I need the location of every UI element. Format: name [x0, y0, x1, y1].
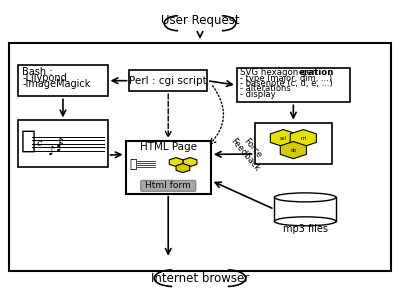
Polygon shape: [290, 130, 316, 147]
Bar: [274, 198, 336, 221]
FancyBboxPatch shape: [18, 120, 108, 167]
Text: mi: mi: [300, 136, 306, 141]
Text: -ImageMagick: -ImageMagick: [22, 79, 91, 89]
Text: sol: sol: [280, 136, 287, 141]
FancyBboxPatch shape: [237, 68, 350, 102]
FancyBboxPatch shape: [130, 70, 207, 91]
FancyBboxPatch shape: [9, 43, 391, 271]
Text: Internet browser: Internet browser: [151, 272, 249, 285]
Text: ♪: ♪: [48, 145, 56, 158]
Text: - basenote (c, d, e, ...): - basenote (c, d, e, ...): [240, 79, 333, 88]
Text: ♪: ♪: [56, 137, 64, 150]
Text: do: do: [290, 148, 296, 153]
Polygon shape: [183, 158, 197, 167]
Text: Force
Feedback: Force Feedback: [228, 130, 269, 173]
Text: 𝄞: 𝄞: [20, 129, 35, 153]
Text: User Request: User Request: [161, 14, 239, 27]
FancyBboxPatch shape: [141, 181, 196, 191]
FancyBboxPatch shape: [18, 65, 108, 96]
FancyBboxPatch shape: [126, 141, 211, 194]
Text: ♪: ♪: [56, 141, 64, 154]
Polygon shape: [280, 142, 306, 159]
Text: - alterations: - alterations: [240, 85, 291, 93]
Text: - type (major, dim, ...): - type (major, dim, ...): [240, 74, 332, 83]
Text: Perl : cgi script: Perl : cgi script: [129, 76, 207, 86]
Text: Html form: Html form: [145, 182, 191, 190]
Text: mp3 files: mp3 files: [283, 224, 328, 234]
FancyBboxPatch shape: [255, 123, 332, 165]
Text: -Lilypond: -Lilypond: [22, 73, 67, 83]
Text: 𝄞: 𝄞: [130, 158, 137, 171]
Text: eration: eration: [299, 68, 334, 77]
Polygon shape: [169, 158, 183, 167]
Text: SVG hexagon gen: SVG hexagon gen: [240, 68, 317, 77]
Polygon shape: [270, 130, 296, 147]
Ellipse shape: [274, 193, 336, 202]
Ellipse shape: [274, 217, 336, 226]
Text: c: c: [36, 139, 42, 148]
Polygon shape: [176, 164, 190, 172]
Text: HTML Page: HTML Page: [140, 142, 197, 152]
Text: - display: - display: [240, 90, 276, 99]
Text: Bash :: Bash :: [22, 67, 53, 77]
